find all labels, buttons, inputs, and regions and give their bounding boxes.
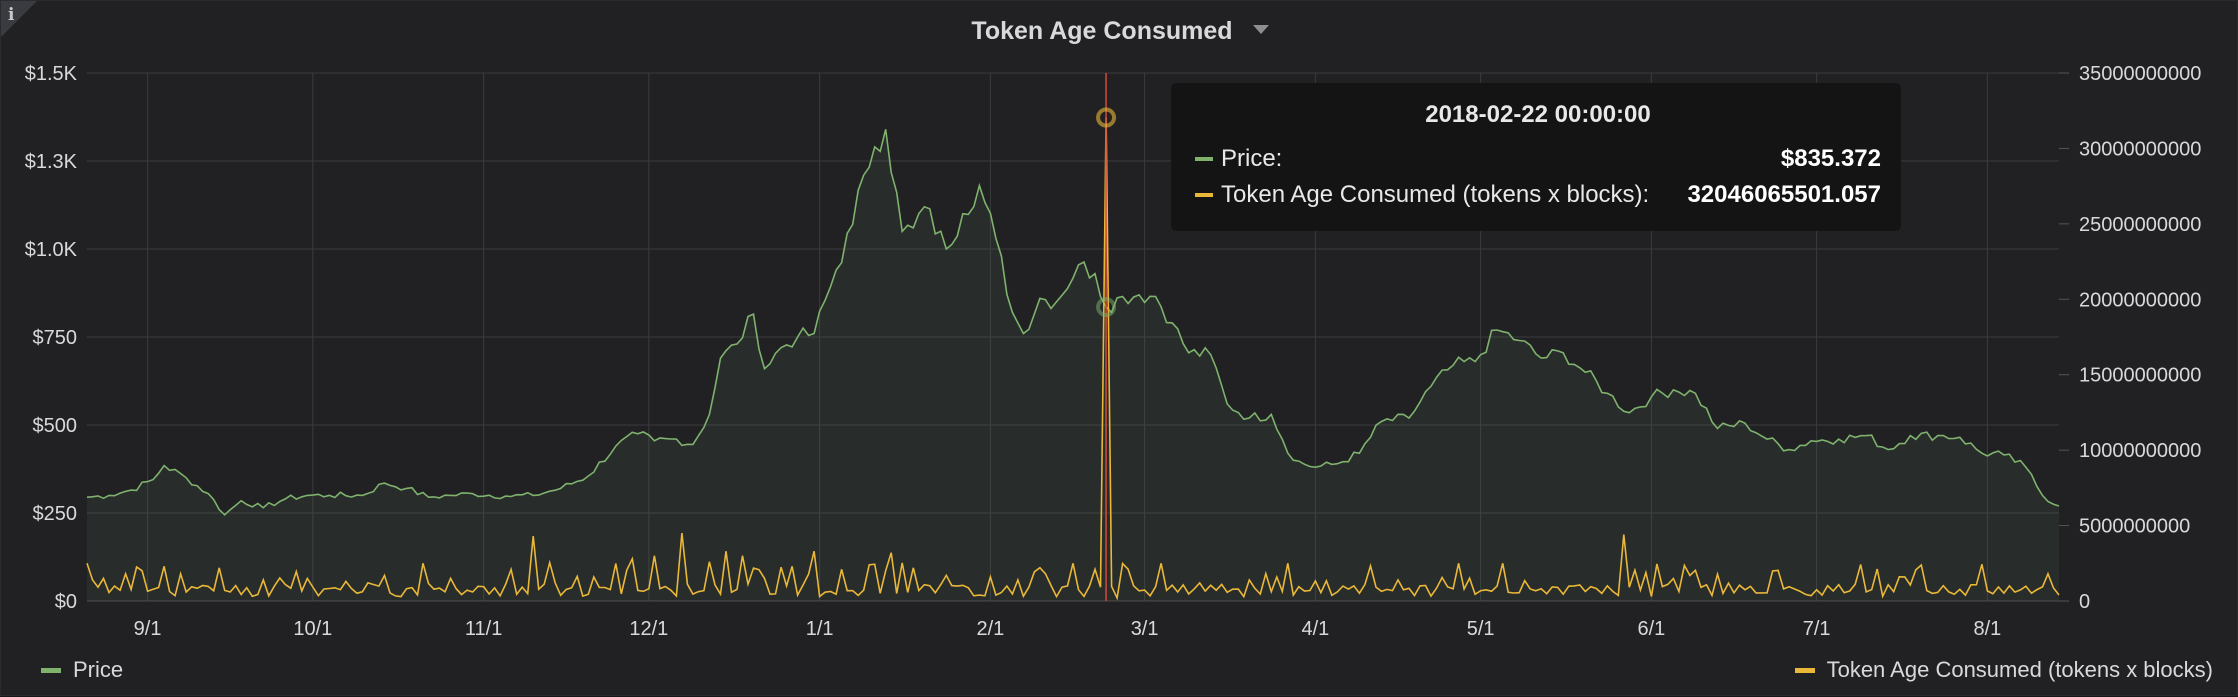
- x-tick-label: 5/1: [1467, 618, 1495, 640]
- legend-item-price[interactable]: Price: [41, 657, 123, 683]
- tooltip-swatch-tac: [1195, 193, 1213, 197]
- info-corner[interactable]: [1, 1, 37, 37]
- tooltip-row-tac: Token Age Consumed (tokens x blocks): 32…: [1195, 177, 1881, 213]
- y-right-tick-label: 5000000000: [2079, 516, 2190, 538]
- y-left-tick-label: $1.5K: [25, 63, 78, 85]
- legend-swatch-price: [41, 667, 61, 673]
- tooltip: 2018-02-22 00:00:00 Price: $835.372 Toke…: [1171, 83, 1901, 231]
- y-right-tick-label: 15000000000: [2079, 365, 2201, 387]
- x-tick-label: 6/1: [1637, 618, 1665, 640]
- price-hover-marker: [1096, 297, 1117, 318]
- x-tick-label: 9/1: [134, 618, 162, 640]
- y-right-tick-label: 10000000000: [2079, 440, 2201, 462]
- price-line: [86, 129, 2060, 516]
- tooltip-value-price: $835.372: [1780, 145, 1881, 172]
- legend-label-price[interactable]: Price: [73, 657, 124, 682]
- y-left-tick-label: $500: [33, 415, 78, 437]
- tac-hover-marker: [1096, 107, 1117, 128]
- info-icon[interactable]: i: [8, 5, 15, 25]
- x-tick-label: 11/1: [465, 618, 502, 640]
- y-right-tick-label: 20000000000: [2079, 289, 2201, 311]
- tac-line: [86, 117, 2060, 601]
- panel-title[interactable]: Token Age Consumed: [1, 17, 2238, 46]
- caret-down-icon[interactable]: [1252, 24, 1269, 34]
- tooltip-swatch-price: [1195, 157, 1213, 161]
- x-tick-label: 7/1: [1803, 618, 1831, 640]
- x-tick-label: 8/1: [1973, 618, 2001, 640]
- y-left-tick-label: $250: [33, 503, 78, 525]
- x-tick-label: 3/1: [1131, 618, 1159, 640]
- x-tick-label: 2/1: [976, 618, 1004, 640]
- tooltip-label-tac: Token Age Consumed (tokens x blocks):: [1221, 181, 1650, 208]
- y-left-tick-label: $1.3K: [25, 151, 78, 173]
- y-right-tick-label: 35000000000: [2079, 63, 2201, 85]
- x-tick-label: 1/1: [806, 618, 834, 640]
- legend-item-tac[interactable]: Token Age Consumed (tokens x blocks): [1794, 657, 2213, 683]
- legend-swatch-tac: [1794, 667, 1815, 673]
- x-tick-label: 4/1: [1301, 618, 1329, 640]
- panel-title-text[interactable]: Token Age Consumed: [971, 17, 1233, 45]
- y-left-tick-label: $1.0K: [25, 239, 78, 261]
- y-right-tick-label: 0: [2079, 591, 2090, 613]
- price-area: [87, 129, 2059, 602]
- y-right-tick-label: 30000000000: [2079, 138, 2201, 160]
- tooltip-label-price: Price:: [1221, 145, 1283, 172]
- y-left-tick-label: $750: [33, 327, 78, 349]
- x-tick-label: 12/1: [629, 618, 668, 640]
- legend-label-tac[interactable]: Token Age Consumed (tokens x blocks): [1826, 657, 2213, 682]
- x-tick-label: 10/1: [293, 618, 332, 640]
- y-left-tick-label: $0: [55, 591, 77, 613]
- tooltip-value-tac: 32046065501.057: [1687, 181, 1881, 208]
- tooltip-time: 2018-02-22 00:00:00: [1425, 101, 1651, 128]
- tooltip-row-price: Price: $835.372: [1195, 141, 1881, 177]
- y-right-tick-label: 25000000000: [2079, 214, 2201, 236]
